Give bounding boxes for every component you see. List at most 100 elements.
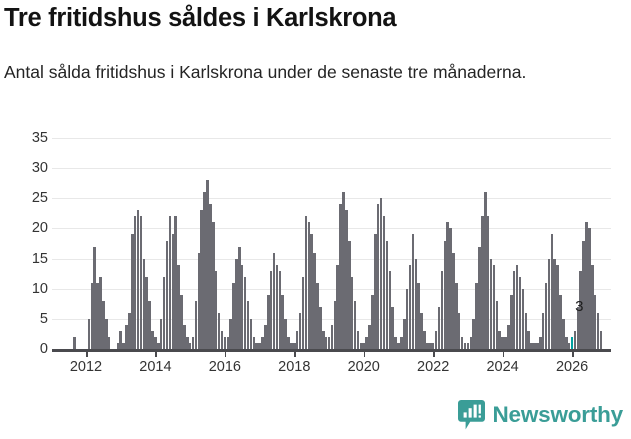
- chart-subtitle: Antal sålda fritidshus i Karlskrona unde…: [4, 62, 527, 82]
- chart-bar: [99, 276, 102, 349]
- chart-bar: [411, 234, 415, 349]
- chart-bar: [417, 282, 420, 349]
- chart-plot-area: 0 5 10 15 20 25 30 35 2012 2014 2016 2018 2020 2022 2…: [0, 128, 631, 374]
- chart-bar: [342, 192, 345, 349]
- chart-bar: [567, 342, 571, 349]
- y-axis-tick-label: 0: [39, 341, 48, 357]
- chart-bar: [504, 336, 507, 349]
- chart-bar: [102, 300, 105, 349]
- chart-bar: [240, 264, 244, 349]
- chart-bar: [374, 234, 377, 349]
- chart-bar: [570, 336, 574, 349]
- chart-bar: [313, 252, 316, 349]
- chart-bar: [131, 234, 134, 349]
- chart-bar: [324, 336, 328, 349]
- y-axis-tick-label: 25: [31, 190, 48, 207]
- x-axis-tick-label: 2012: [69, 359, 103, 375]
- chart-bar: [180, 294, 183, 349]
- chart-bar: [449, 228, 452, 349]
- chart-bar: [530, 342, 533, 349]
- x-axis-tick-label: 2024: [486, 359, 519, 375]
- chart-bar: [495, 300, 499, 349]
- chart-bar: [293, 342, 296, 349]
- chart-bar: [472, 318, 475, 349]
- gridline: [52, 288, 611, 290]
- chart-bar: [498, 330, 501, 349]
- chart-bar: [319, 306, 322, 349]
- gridline: [52, 198, 611, 200]
- chart-bar: [345, 210, 348, 349]
- chart-bar: [206, 180, 209, 349]
- x-axis-tick-label: 2020: [347, 359, 380, 375]
- chart-bar: [203, 192, 206, 349]
- chart-bar: [368, 324, 371, 349]
- chart-bar: [290, 342, 293, 349]
- x-axis-tick: [155, 349, 158, 357]
- chart-bar: [214, 270, 218, 349]
- chart-bar: [177, 264, 180, 349]
- chart-bar: [576, 306, 580, 349]
- chart-bar: [336, 264, 339, 349]
- chart-bar: [518, 276, 522, 349]
- chart-bar: [133, 216, 137, 349]
- y-axis-tick-label: 35: [31, 130, 48, 146]
- chart-bar: [171, 234, 175, 349]
- chart-bar: [278, 270, 282, 349]
- chart-bar: [339, 204, 342, 349]
- gridline: [52, 228, 611, 230]
- x-axis-line: [52, 349, 611, 352]
- chart-bar: [541, 312, 545, 349]
- chart-bar: [356, 330, 360, 349]
- chart-bar: [238, 246, 241, 349]
- y-axis-tick-label: 10: [31, 280, 48, 297]
- chart-bar: [463, 342, 467, 349]
- chart-bar: [142, 258, 146, 349]
- chart-bar: [298, 312, 302, 349]
- chart-bar: [145, 276, 149, 349]
- chart-bar: [284, 318, 287, 349]
- chart-bar: [194, 300, 198, 349]
- x-axis-tick-label: 2026: [555, 359, 589, 375]
- chart-bar: [371, 294, 374, 349]
- chart-bar: [391, 306, 394, 349]
- chart-bar: [119, 330, 122, 349]
- chart-bar: [582, 240, 585, 349]
- chart-bar: [420, 312, 423, 349]
- chart-bar: [596, 312, 600, 349]
- chart-bar: [220, 330, 224, 349]
- chart-bar: [90, 282, 94, 349]
- chart-bar: [362, 342, 366, 349]
- chart-bar: [191, 336, 195, 349]
- chart-bar: [478, 246, 481, 349]
- chart-bar: [492, 264, 496, 349]
- chart-bar: [359, 342, 363, 349]
- chart-bar: [515, 264, 519, 349]
- chart-bar: [536, 342, 539, 349]
- chart-bar: [388, 270, 392, 349]
- chart-bar: [556, 264, 559, 349]
- chart-bar: [183, 324, 186, 349]
- chart-bar: [489, 258, 493, 349]
- chart-bar: [466, 342, 470, 349]
- chart-bar: [185, 336, 189, 349]
- chart-bar: [426, 342, 429, 349]
- chart-bar: [174, 216, 177, 349]
- x-axis-tick-label: 2018: [278, 359, 311, 375]
- chart-bar: [116, 342, 120, 349]
- x-axis-tick: [502, 349, 505, 357]
- chart-bar: [579, 270, 583, 349]
- chart-bar: [321, 330, 325, 349]
- x-axis-tick-label: 2014: [139, 359, 172, 375]
- chart-bar: [223, 336, 227, 349]
- newsworthy-logo[interactable]: Newsworthy: [458, 400, 623, 430]
- chart-bar: [330, 324, 334, 349]
- chart-bar: [507, 324, 510, 349]
- x-axis-tick: [433, 349, 435, 357]
- chart-bars: [0, 128, 631, 363]
- chart-bar: [533, 342, 536, 349]
- chart-bar: [295, 330, 299, 349]
- chart-bar: [562, 318, 565, 349]
- chart-bar: [414, 258, 418, 349]
- chart-bar: [96, 282, 99, 349]
